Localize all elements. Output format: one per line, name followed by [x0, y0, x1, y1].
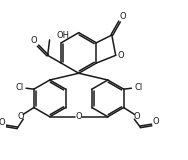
- Text: O: O: [17, 112, 24, 121]
- Text: Cl: Cl: [134, 83, 142, 92]
- Text: O: O: [0, 118, 5, 127]
- Text: O: O: [31, 36, 37, 45]
- Text: O: O: [119, 12, 126, 21]
- Text: O: O: [75, 112, 82, 121]
- Text: O: O: [117, 51, 124, 60]
- Text: O: O: [152, 117, 159, 126]
- Text: Cl: Cl: [15, 83, 24, 92]
- Text: O: O: [134, 112, 140, 121]
- Text: OH: OH: [56, 31, 69, 40]
